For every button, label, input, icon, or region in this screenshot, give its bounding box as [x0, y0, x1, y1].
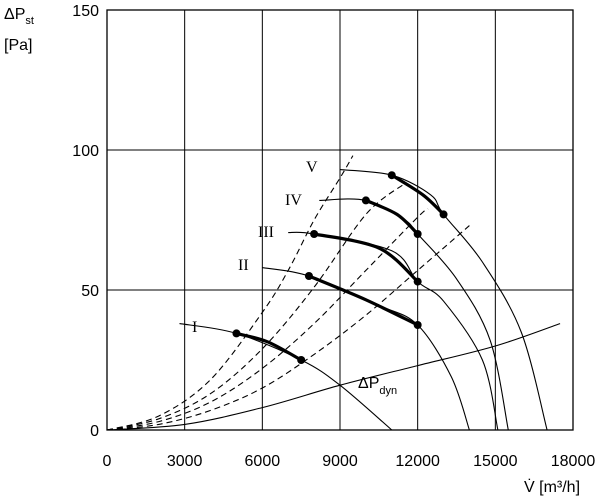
fan-curves: [106, 169, 561, 431]
operating-range-line: [308, 274, 419, 327]
curve-label-I: I: [192, 319, 197, 336]
operating-range-line: [235, 331, 302, 362]
grid: [106, 9, 574, 431]
operating-point: [304, 272, 313, 280]
x-tick-label: 6000: [245, 453, 281, 470]
system-curve: [106, 208, 429, 431]
operating-point: [297, 356, 306, 364]
system-curve: [106, 155, 354, 431]
operating-range-line: [365, 198, 419, 236]
system-curves: [106, 155, 470, 431]
operating-point: [413, 277, 422, 286]
operating-point: [361, 196, 370, 205]
operating-point: [310, 230, 319, 238]
fan-curve-line: [262, 267, 470, 431]
y-axis-title: ΔPst: [4, 6, 34, 27]
x-tick-label: 3000: [167, 453, 203, 470]
y-tick-label: 0: [90, 423, 99, 440]
system-curve: [106, 225, 470, 431]
y-tick-label: 50: [81, 283, 99, 300]
x-axis-title: V̇ [m³/h]: [524, 478, 580, 496]
curve-label-III: III: [258, 224, 274, 241]
system-curve: [106, 183, 406, 431]
curve-label-dpdyn: ΔPdyn: [358, 375, 397, 397]
operating-point: [232, 329, 241, 338]
curve-label-V: V: [306, 159, 318, 176]
operating-range-line: [313, 232, 419, 283]
operating-points: [232, 171, 448, 364]
operating-point: [439, 210, 448, 219]
y-axis-unit: [Pa]: [4, 37, 32, 54]
curve-label-II: II: [238, 257, 249, 274]
fan-curve-line: [288, 231, 499, 431]
operating-point: [413, 321, 422, 329]
operating-point: [413, 230, 422, 238]
x-tick-label: 9000: [322, 453, 358, 470]
operating-point: [387, 171, 396, 180]
operating-range-line: [390, 173, 445, 216]
fan-curve-line: [106, 323, 561, 431]
x-tick-label: 15000: [473, 453, 518, 470]
x-tick-label: 0: [103, 453, 112, 470]
x-tick-label: 12000: [395, 453, 440, 470]
plot-border: [106, 9, 574, 431]
curve-label-IV: IV: [285, 192, 302, 209]
x-tick-label: 18000: [551, 453, 596, 470]
tick-labels: 0 3000 6000 9000 12000 15000 18000 0 50 100 150: [72, 3, 595, 470]
y-tick-label: 150: [72, 3, 99, 20]
y-tick-label: 100: [72, 143, 99, 160]
plot-frame: [106, 9, 574, 431]
